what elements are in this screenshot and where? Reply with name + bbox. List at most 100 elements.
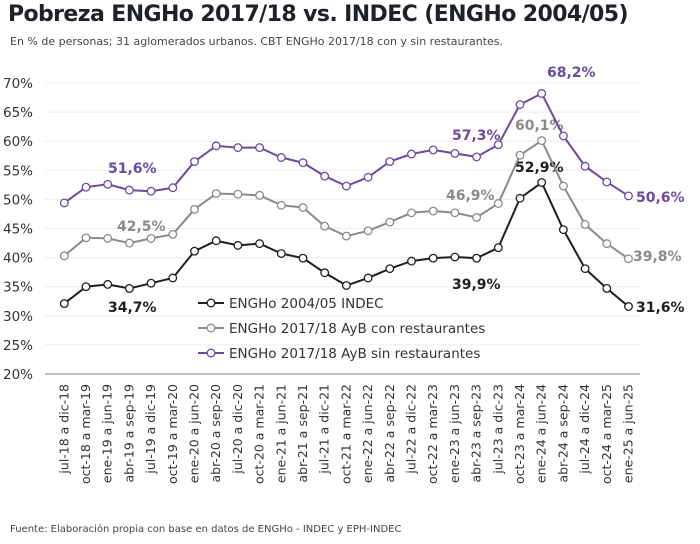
x-tick-label: abr-24 a sep-24 bbox=[555, 384, 570, 483]
data-point bbox=[385, 157, 395, 167]
data-label: 34,7% bbox=[108, 300, 157, 316]
data-point bbox=[363, 226, 373, 236]
data-point bbox=[363, 273, 373, 283]
data-point bbox=[493, 199, 503, 208]
data-point bbox=[320, 268, 330, 278]
source-footer: Fuente: Elaboración propia con base en d… bbox=[10, 524, 402, 535]
x-tick-label: oct-22 a mar-23 bbox=[425, 384, 440, 484]
data-point bbox=[168, 183, 178, 193]
data-point bbox=[320, 221, 330, 231]
x-tick-label: ene-25 a jun-25 bbox=[621, 384, 636, 483]
x-tick-label: ene-21 a jun-21 bbox=[273, 384, 288, 483]
data-point bbox=[493, 243, 503, 253]
data-point bbox=[190, 246, 199, 256]
data-point bbox=[580, 161, 590, 171]
data-point bbox=[233, 240, 243, 250]
y-tick-label: 45% bbox=[3, 222, 33, 238]
data-point bbox=[211, 236, 221, 246]
y-tick-label: 60% bbox=[3, 134, 33, 150]
data-point bbox=[450, 208, 460, 218]
chart-subtitle: En % de personas; 31 aglomerados urbanos… bbox=[10, 35, 504, 48]
data-point bbox=[233, 143, 243, 153]
y-tick-label: 65% bbox=[3, 105, 33, 121]
y-tick-label: 30% bbox=[3, 309, 33, 325]
data-point bbox=[168, 273, 178, 283]
data-point bbox=[124, 238, 134, 248]
data-point bbox=[428, 206, 438, 216]
data-point bbox=[537, 136, 547, 146]
data-point bbox=[276, 153, 286, 162]
x-tick-label: ene-23 a jun-23 bbox=[447, 384, 462, 483]
legend-label: ENGHo 2004/05 INDEC bbox=[229, 296, 384, 312]
data-point bbox=[515, 100, 525, 109]
x-tick-label: abr-23 a sep-23 bbox=[469, 384, 484, 483]
data-point bbox=[255, 143, 265, 153]
legend-marker-icon bbox=[206, 323, 216, 333]
data-point bbox=[168, 229, 178, 239]
data-point bbox=[146, 278, 156, 288]
data-point bbox=[233, 189, 243, 199]
data-point bbox=[450, 148, 460, 158]
data-label: 52,9% bbox=[515, 160, 564, 176]
data-point bbox=[146, 186, 156, 196]
y-tick-label: 70% bbox=[3, 76, 33, 92]
data-point bbox=[624, 191, 633, 201]
x-tick-label: oct-20 a mar-21 bbox=[252, 384, 267, 484]
data-point bbox=[103, 279, 113, 289]
data-point bbox=[341, 281, 351, 290]
data-label: 39,9% bbox=[452, 277, 501, 293]
data-label: 42,5% bbox=[117, 219, 166, 235]
data-label: 60,1% bbox=[515, 118, 564, 134]
data-point bbox=[190, 157, 199, 167]
data-point bbox=[407, 256, 416, 266]
data-point bbox=[298, 158, 308, 168]
data-label: 57,3% bbox=[452, 128, 501, 144]
y-tick-label: 20% bbox=[3, 367, 33, 383]
data-point bbox=[472, 253, 482, 263]
legend-item: ENGHo 2017/18 AyB sin restaurantes bbox=[198, 346, 480, 362]
x-tick-label: abr-19 a sep-19 bbox=[121, 384, 136, 483]
data-point bbox=[385, 217, 395, 227]
data-point bbox=[81, 233, 91, 243]
x-tick-label: ene-22 a jun-22 bbox=[360, 384, 375, 483]
x-tick-label: oct-18 a mar-19 bbox=[78, 384, 93, 484]
y-tick-label: 40% bbox=[3, 251, 33, 267]
data-point bbox=[428, 145, 438, 155]
legend-item: ENGHo 2004/05 INDEC bbox=[198, 296, 384, 312]
x-tick-label: ene-19 a jun-19 bbox=[100, 384, 115, 483]
data-label: 50,6% bbox=[636, 190, 685, 206]
data-point bbox=[59, 251, 69, 261]
data-point bbox=[146, 233, 156, 243]
data-point bbox=[211, 141, 221, 151]
data-point bbox=[59, 198, 69, 208]
data-point bbox=[558, 181, 568, 191]
data-point bbox=[298, 253, 308, 263]
x-tick-label: oct-19 a mar-20 bbox=[165, 384, 180, 484]
data-point bbox=[558, 225, 568, 235]
data-point bbox=[276, 249, 286, 258]
x-tick-label: abr-20 a sep-20 bbox=[208, 384, 223, 483]
x-tick-label: abr-21 a sep-21 bbox=[295, 384, 310, 483]
data-point bbox=[537, 89, 547, 98]
x-tick-label: oct-24 a mar-25 bbox=[599, 384, 614, 484]
data-point bbox=[276, 200, 286, 210]
x-tick-label: jul-20 a dic-20 bbox=[230, 384, 245, 475]
data-point bbox=[472, 152, 482, 162]
data-label: 46,9% bbox=[446, 188, 495, 204]
data-label: 68,2% bbox=[547, 65, 596, 81]
y-tick-label: 55% bbox=[3, 163, 33, 179]
data-point bbox=[624, 302, 633, 311]
data-point bbox=[624, 254, 633, 264]
data-point bbox=[341, 181, 351, 191]
x-tick-label: abr-22 a sep-22 bbox=[382, 384, 397, 483]
y-tick-label: 25% bbox=[3, 338, 33, 354]
data-point bbox=[255, 190, 265, 200]
data-point bbox=[320, 171, 330, 181]
data-point bbox=[407, 208, 416, 218]
chart-title: Pobreza ENGHo 2017/18 vs. INDEC (ENGHo 2… bbox=[8, 2, 629, 27]
data-point bbox=[472, 212, 482, 222]
legend-item: ENGHo 2017/18 AyB con restaurantes bbox=[198, 321, 485, 337]
data-point bbox=[407, 149, 416, 159]
